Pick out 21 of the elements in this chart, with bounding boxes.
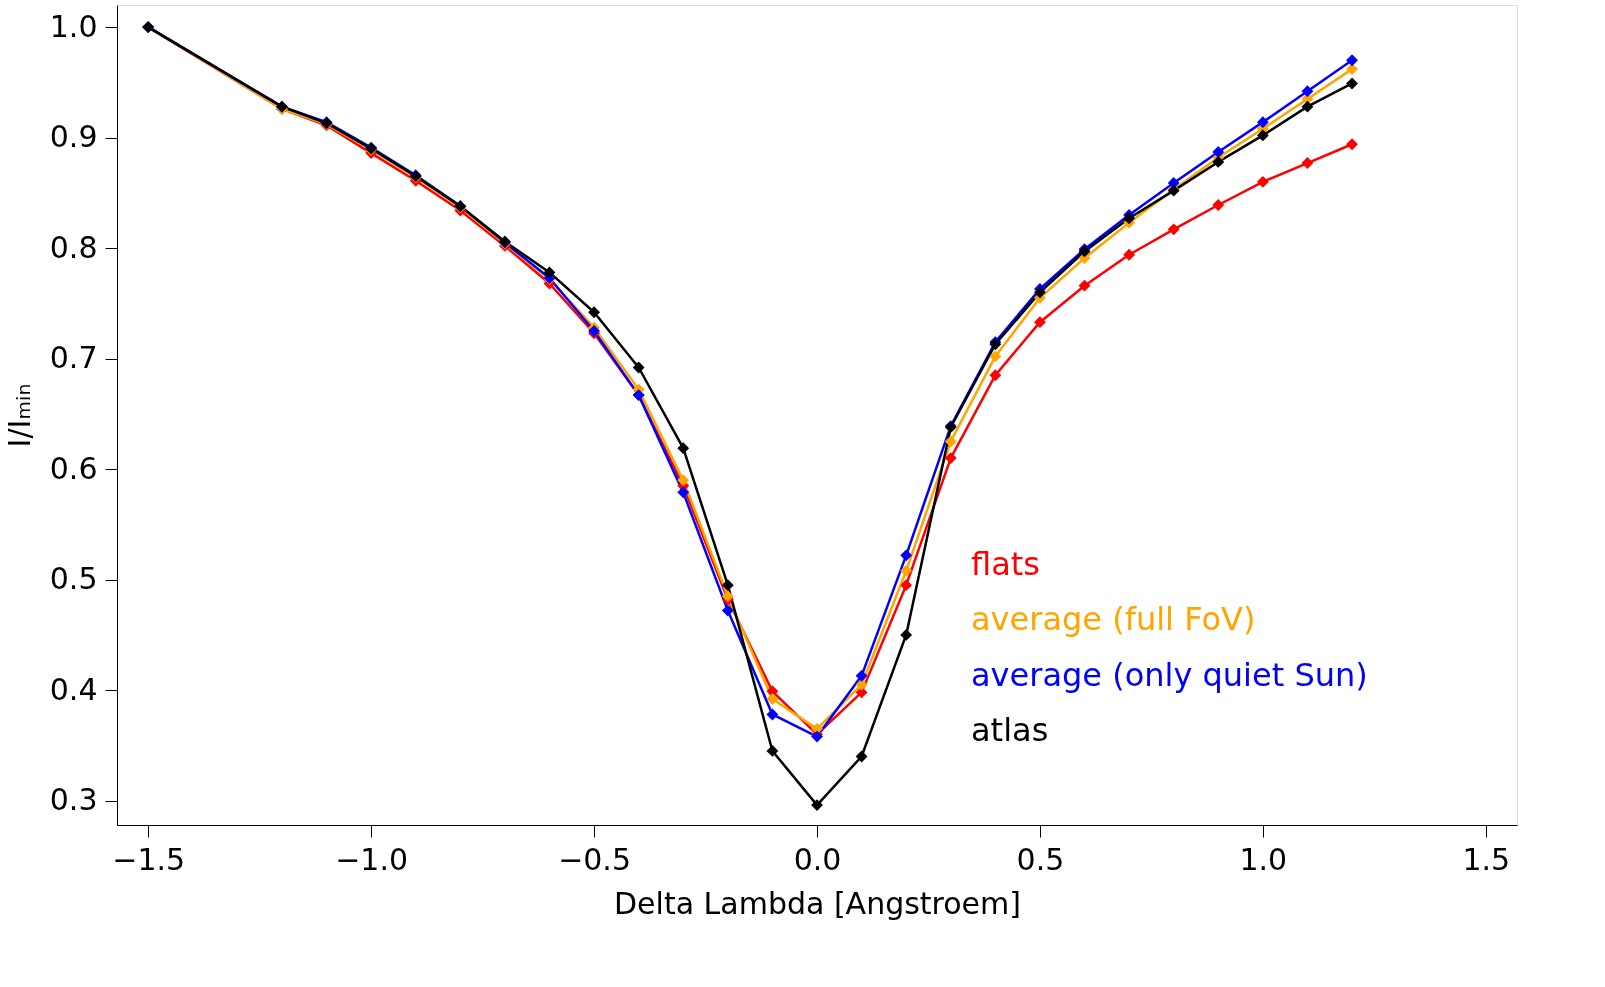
y-tick-label: 0.3 bbox=[49, 782, 98, 818]
x-tick-label: −1.5 bbox=[112, 841, 186, 877]
y-tick-label: 0.8 bbox=[49, 229, 98, 265]
text: average (only quiet Sun) bbox=[971, 655, 1368, 694]
x-tick-label: 0.0 bbox=[793, 841, 842, 877]
y-tick-label: 0.6 bbox=[49, 450, 98, 486]
y-tick-label: 0.5 bbox=[49, 561, 98, 597]
y-tick-label: 0.4 bbox=[49, 671, 98, 707]
series-label: flats bbox=[971, 545, 1040, 584]
y-tick-label: 0.9 bbox=[49, 119, 98, 155]
x-tick-label: 1.0 bbox=[1239, 841, 1288, 877]
x-axis-title: Delta Lambda [Angstroem] bbox=[614, 885, 1021, 921]
y-tick-label: 0.7 bbox=[49, 340, 98, 376]
text: average (full FoV) bbox=[971, 600, 1256, 639]
x-tick-label: −1.0 bbox=[335, 841, 409, 877]
y-tick-label: 1.0 bbox=[49, 8, 98, 44]
x-tick-label: 1.5 bbox=[1462, 841, 1511, 877]
y-axis-title: I/Iₘᵢₙ bbox=[1, 383, 37, 448]
x-tick-label: −0.5 bbox=[558, 841, 631, 877]
text: atlas bbox=[971, 711, 1049, 750]
x-tick-label: 0.5 bbox=[1016, 841, 1065, 877]
